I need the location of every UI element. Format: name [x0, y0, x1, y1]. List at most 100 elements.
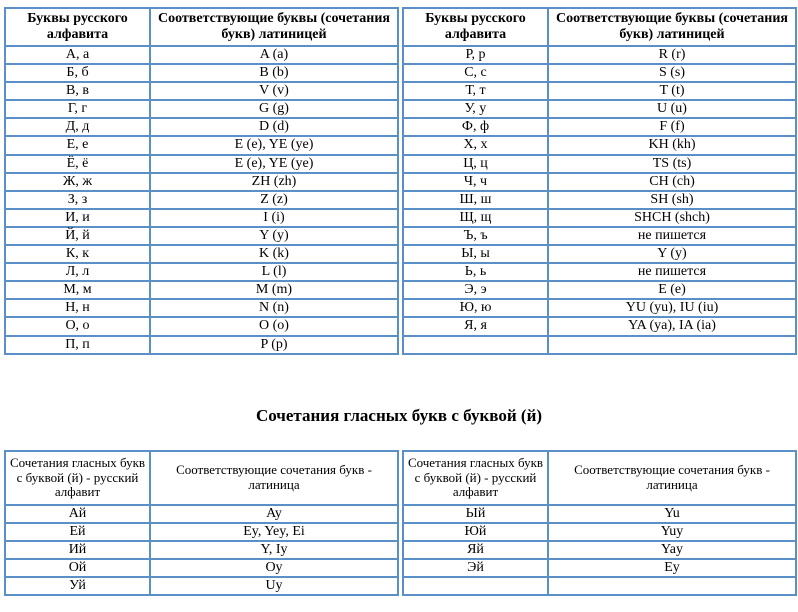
cell-latin: S (s) — [547, 63, 797, 84]
column-header-russian: Буквы русского алфавита — [4, 7, 151, 47]
table-row: Я, я YA (ya), IA (ia) — [402, 316, 797, 337]
cell-latin: E (e) — [547, 280, 797, 301]
table-row: Ой Oy — [4, 558, 399, 579]
cell-russian — [402, 576, 549, 597]
cell-latin: YA (ya), IA (ia) — [547, 316, 797, 337]
cell-russian: Ч, ч — [402, 171, 549, 192]
table-row: Яй Yay — [402, 540, 797, 561]
cell-russian: Л, л — [4, 262, 151, 283]
cell-latin: U (u) — [547, 99, 797, 120]
cell-latin: F (f) — [547, 117, 797, 138]
cell-russian: Ш, ш — [402, 189, 549, 210]
table-row: Ш, ш SH (sh) — [402, 189, 797, 210]
cell-latin: N (n) — [149, 298, 399, 319]
cell-latin: SH (sh) — [547, 189, 797, 210]
cell-russian: Ай — [4, 503, 151, 525]
cell-latin: E (e), YE (ye) — [149, 135, 399, 156]
cell-latin: YU (yu), IU (iu) — [547, 298, 797, 319]
cell-russian: Р, р — [402, 44, 549, 66]
cell-latin: P (p) — [149, 334, 399, 355]
cell-russian: Ю, ю — [402, 298, 549, 319]
cell-latin: I (i) — [149, 207, 399, 228]
cell-russian: Ей — [4, 522, 151, 543]
cell-latin: CH (ch) — [547, 171, 797, 192]
cell-latin: KH (kh) — [547, 135, 797, 156]
cell-russian: К, к — [4, 244, 151, 265]
cell-russian: Ь, ь — [402, 262, 549, 283]
cell-latin: Ay — [149, 503, 399, 525]
table-row: Ей Ey, Yey, Ei — [4, 522, 399, 543]
table-row: Ж, ж ZH (zh) — [4, 171, 399, 192]
cell-latin: Yuy — [547, 522, 797, 543]
table-header-row: Сочетания гласных букв с буквой (й) - ру… — [402, 450, 797, 506]
table-row: Ый Yu — [402, 503, 797, 525]
cell-russian: Ё, ё — [4, 153, 151, 174]
vowel-combination-table-left: Сочетания гласных букв с буквой (й) - ру… — [4, 450, 399, 597]
cell-russian — [402, 334, 549, 355]
cell-latin: G (g) — [149, 99, 399, 120]
table-row: Ч, ч CH (ch) — [402, 171, 797, 192]
column-header-latin: Соответствующие буквы (сочетания букв) л… — [547, 7, 797, 47]
column-header-latin: Соответствующие сочетания букв - латиниц… — [547, 450, 797, 506]
table-header-row: Буквы русского алфавита Соответствующие … — [4, 7, 399, 47]
cell-latin: E (e), YE (ye) — [149, 153, 399, 174]
cell-russian: Юй — [402, 522, 549, 543]
column-header-latin: Соответствующие сочетания букв - латиниц… — [149, 450, 399, 506]
cell-latin: L (l) — [149, 262, 399, 283]
cell-latin: Oy — [149, 558, 399, 579]
column-header-russian: Буквы русского алфавита — [402, 7, 549, 47]
table-row — [402, 576, 797, 597]
cell-latin: Ey — [547, 558, 797, 579]
cell-russian: Й, й — [4, 225, 151, 247]
table-row: Ь, ь не пишется — [402, 262, 797, 283]
table-row: Ъ, ъ не пишется — [402, 225, 797, 247]
table-header-row: Сочетания гласных букв с буквой (й) - ру… — [4, 450, 399, 506]
cell-latin: не пишется — [547, 225, 797, 247]
table-row: Юй Yuy — [402, 522, 797, 543]
table-row: Ий Y, Iy — [4, 540, 399, 561]
table-row: Уй Uy — [4, 576, 399, 597]
cell-russian: Уй — [4, 576, 151, 597]
cell-russian: Яй — [402, 540, 549, 561]
cell-latin — [547, 576, 797, 597]
cell-russian: Х, х — [402, 135, 549, 156]
cell-russian: Ж, ж — [4, 171, 151, 192]
cell-russian: М, м — [4, 280, 151, 301]
cell-latin: O (o) — [149, 316, 399, 337]
cell-russian: Е, е — [4, 135, 151, 156]
cell-latin — [547, 334, 797, 355]
table-row — [402, 334, 797, 355]
cell-latin: Ey, Yey, Ei — [149, 522, 399, 543]
cell-russian: Ы, ы — [402, 244, 549, 265]
cell-latin: D (d) — [149, 117, 399, 138]
table-header-row: Буквы русского алфавита Соответствующие … — [402, 7, 797, 47]
table-row: Ай Ay — [4, 503, 399, 525]
cell-latin: Uy — [149, 576, 399, 597]
cell-russian: Эй — [402, 558, 549, 579]
cell-russian: Т, т — [402, 81, 549, 102]
cell-latin: R (r) — [547, 44, 797, 66]
cell-russian: Ф, ф — [402, 117, 549, 138]
cell-latin: K (k) — [149, 244, 399, 265]
cell-russian: С, с — [402, 63, 549, 84]
cell-latin: Yay — [547, 540, 797, 561]
vowel-combination-table-right: Сочетания гласных букв с буквой (й) - ру… — [402, 450, 797, 597]
cell-latin: не пишется — [547, 262, 797, 283]
